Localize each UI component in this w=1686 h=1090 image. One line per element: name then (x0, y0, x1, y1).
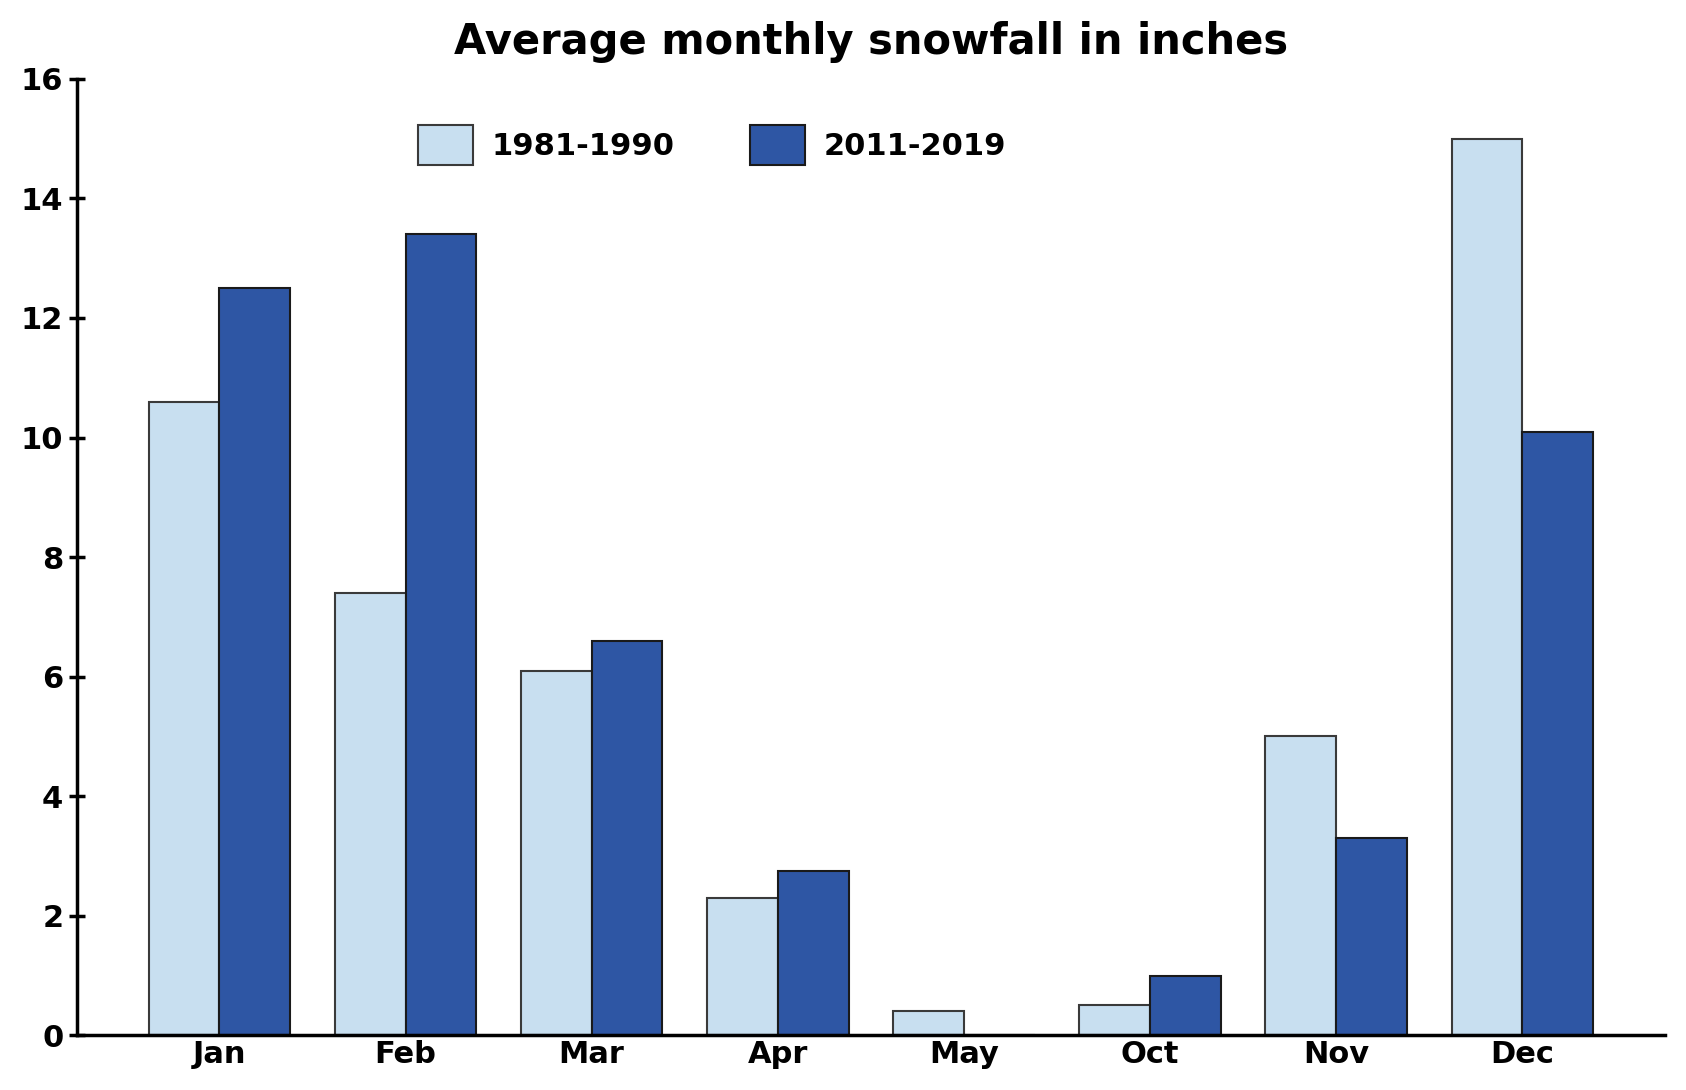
Bar (592, 641, 663, 1036)
Bar (336, 593, 406, 1036)
Bar (1452, 138, 1522, 1036)
Bar (1522, 432, 1593, 1036)
Bar (777, 871, 848, 1036)
Title: Average monthly snowfall in inches: Average monthly snowfall in inches (454, 21, 1288, 63)
Bar (1079, 1005, 1150, 1036)
Bar (706, 898, 777, 1036)
Bar (521, 670, 592, 1036)
Bar (1150, 976, 1221, 1036)
Bar (219, 288, 290, 1036)
Legend: 1981-1990, 2011-2019: 1981-1990, 2011-2019 (406, 113, 1018, 177)
Bar (1266, 737, 1335, 1036)
Bar (406, 234, 475, 1036)
Bar (894, 1012, 964, 1036)
Bar (1335, 838, 1406, 1036)
Bar (148, 401, 219, 1036)
